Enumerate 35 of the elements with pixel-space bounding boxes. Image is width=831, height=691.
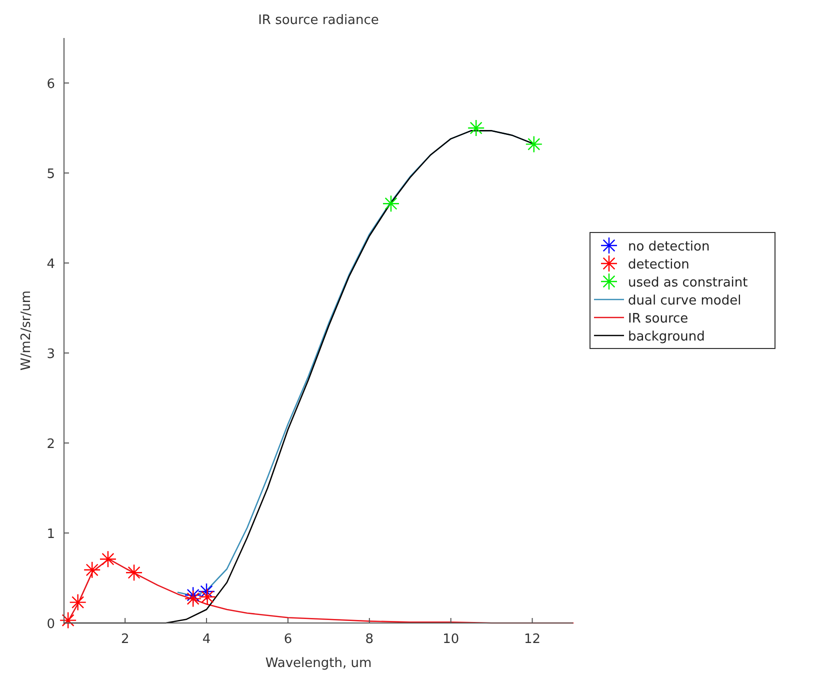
point	[467, 119, 485, 137]
legend-label: dual curve model	[628, 294, 742, 308]
y-tick-label: 5	[46, 167, 55, 182]
y-tick-label: 6	[46, 77, 55, 92]
point	[525, 136, 543, 153]
x-tick-label: 10	[442, 632, 460, 647]
legend-label: no detection	[628, 240, 710, 254]
chart-title: IR source radiance	[258, 13, 379, 28]
legend-label: IR source	[628, 312, 688, 326]
point	[184, 586, 202, 604]
legend-label: used as constraint	[628, 276, 748, 290]
y-tick-label: 2	[46, 437, 55, 452]
point	[69, 594, 86, 611]
point	[99, 550, 117, 568]
point	[198, 582, 216, 600]
legend-label: background	[628, 330, 705, 344]
legend-label: detection	[628, 258, 690, 272]
point	[59, 612, 77, 629]
x-tick-label: 4	[202, 632, 211, 647]
x-axis-title: Wavelength, um	[265, 656, 372, 671]
point	[382, 195, 400, 212]
y-tick-label: 0	[46, 617, 55, 632]
line-series	[63, 130, 533, 624]
x-tick-label: 2	[120, 632, 130, 647]
x-tick-label: 6	[284, 632, 292, 647]
y-tick-label: 4	[46, 257, 55, 272]
point	[125, 564, 143, 582]
point	[184, 590, 202, 608]
x-tick-label: 8	[365, 632, 374, 647]
y-axis-title: W/m2/sr/um	[19, 290, 34, 370]
point	[83, 561, 101, 578]
point	[198, 588, 216, 606]
y-tick-label: 3	[46, 347, 55, 362]
y-tick-label: 1	[46, 527, 55, 542]
x-tick-label: 12	[524, 632, 541, 647]
